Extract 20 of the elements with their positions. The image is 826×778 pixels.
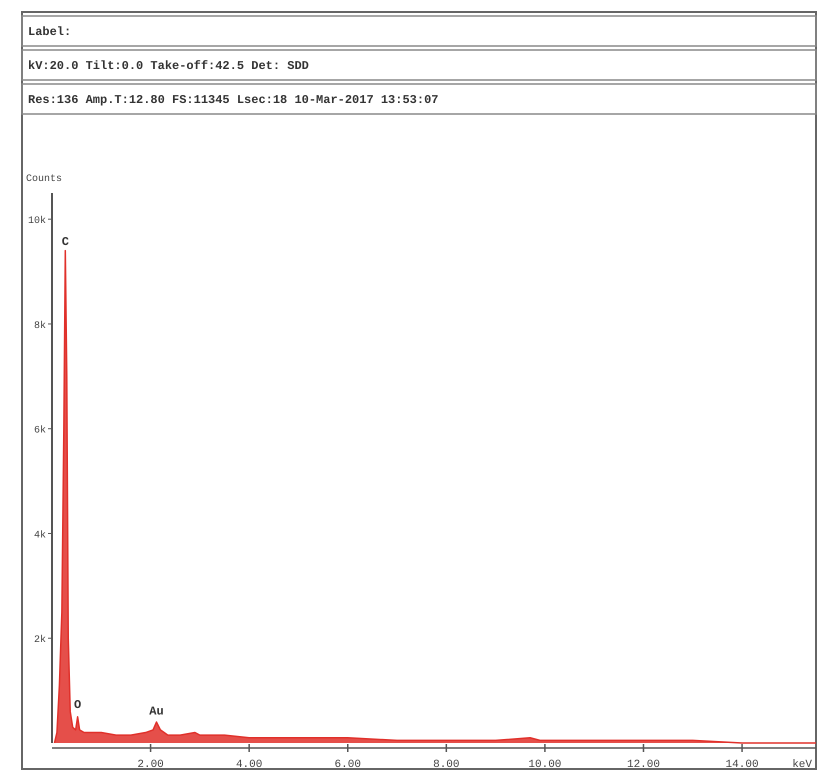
text: Res:136 Amp.T:12.80 FS:11345 Lsec:18 10-Mar-2017 13:53:07 <box>28 93 438 107</box>
y-tick-label: 10k <box>28 215 46 228</box>
text: Label: <box>28 25 72 39</box>
text: kV:20.0 Tilt:0.0 Take-off:42.5 Det: SDD <box>28 59 309 73</box>
x-tick-label: 6.00 <box>334 759 361 771</box>
y-axis-title: Counts <box>26 174 62 185</box>
y-tick-label: 2k <box>34 634 46 646</box>
x-tick-label: 4.00 <box>236 759 262 771</box>
annotation: Au <box>149 704 164 719</box>
y-tick-label: 8k <box>34 320 46 332</box>
annotation: O <box>74 698 82 712</box>
x-axis-title: keV <box>792 759 812 771</box>
y-tick-label: 6k <box>34 424 46 437</box>
x-tick-label: 2.00 <box>137 759 164 771</box>
x-tick-label: 8.00 <box>433 759 460 771</box>
x-tick-label: 10.00 <box>528 759 562 771</box>
annotation: C <box>62 235 69 250</box>
x-tick-label: 14.00 <box>726 759 759 771</box>
x-tick-label: 12.00 <box>626 759 660 771</box>
y-tick-label: 4k <box>34 529 46 542</box>
